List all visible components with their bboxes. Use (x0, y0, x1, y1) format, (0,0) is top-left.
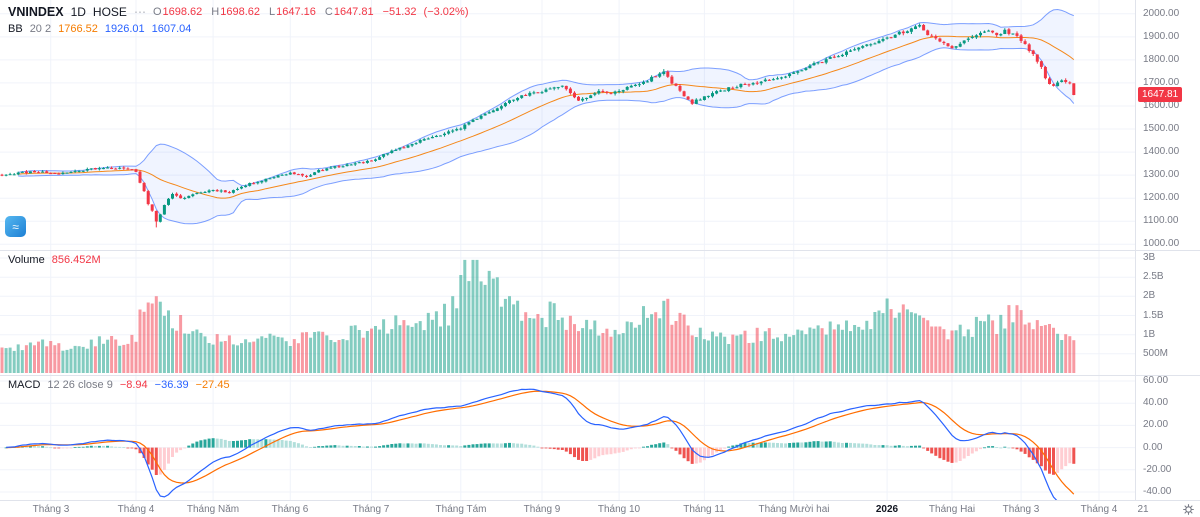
macd-hist-value: −8.94 (119, 379, 148, 391)
axis-tick-label: 500M (1143, 347, 1169, 359)
axis-tick-label: 3B (1143, 252, 1156, 263)
time-axis-label: Tháng 6 (271, 504, 309, 515)
bb-basis-value: 1766.52 (58, 23, 98, 35)
time-axis-label: Tháng 3 (32, 504, 70, 515)
price-chart-canvas[interactable] (0, 0, 1135, 250)
axis-tick-label: 20.00 (1143, 419, 1169, 431)
axis-tick-label: 60.00 (1143, 374, 1169, 386)
price-pane[interactable]: VNINDEX 1D HOSE ⋯ O1698.62 H1698.62 L164… (0, 0, 1135, 250)
change-value: −51.32 (382, 6, 417, 18)
time-axis-label: 21 (1137, 504, 1149, 515)
bb-upper-value: 1926.01 (104, 23, 145, 35)
time-axis-label: Tháng 3 (1002, 504, 1040, 515)
legend-more-icon[interactable]: ⋯ (133, 5, 146, 19)
axis-tick-label: 1800.00 (1143, 53, 1180, 65)
symbol-logo-icon[interactable]: ≈ (5, 216, 26, 237)
pane-separator[interactable] (0, 250, 1200, 251)
close-label: C (324, 6, 333, 18)
volume-value: 856.452M (51, 254, 101, 266)
axis-tick-label: 1500.00 (1143, 123, 1180, 135)
symbol-legend: VNINDEX 1D HOSE ⋯ O1698.62 H1698.62 L164… (8, 5, 469, 19)
time-axis-label: Tháng Tám (435, 504, 487, 515)
time-axis-label: Tháng 11 (683, 504, 725, 515)
high-label: H (211, 6, 220, 18)
bb-params: 20 2 (29, 23, 52, 35)
time-axis-label: Tháng 10 (597, 504, 641, 515)
ohlc-low: L1647.16 (269, 6, 316, 18)
macd-pane[interactable]: MACD 12 26 close 9 −8.94 −36.39 −27.45 (0, 375, 1135, 500)
wave-glyph: ≈ (12, 219, 19, 234)
axis-tick-label: 2B (1143, 290, 1156, 302)
axis-tick-label: 2.5B (1143, 271, 1164, 283)
macd-chart-canvas[interactable] (0, 375, 1135, 500)
time-axis-label: Tháng Năm (186, 504, 240, 515)
volume-chart-canvas[interactable] (0, 250, 1135, 375)
axis-tick-label: 2000.00 (1143, 7, 1180, 19)
axis-tick-label: 1600.00 (1143, 99, 1180, 111)
low-value: 1647.16 (276, 6, 316, 18)
time-axis-label: Tháng 7 (352, 504, 390, 515)
interval-label[interactable]: 1D (70, 5, 86, 19)
close-value: 1647.81 (333, 6, 374, 18)
axis-tick-label: 1700.00 (1143, 76, 1180, 88)
open-value: 1698.62 (162, 6, 203, 18)
low-label: L (268, 6, 276, 18)
exchange-label[interactable]: HOSE (92, 5, 127, 19)
macd-line-value: −36.39 (154, 379, 189, 391)
time-axis-label: Tháng Mười hai (758, 504, 830, 515)
volume-legend: Volume 856.452M (8, 254, 101, 266)
time-axis-label: Tháng 4 (1080, 504, 1118, 515)
volume-title[interactable]: Volume (8, 254, 45, 266)
last-price-tag: 1647.81 (1138, 86, 1183, 102)
axis-tick-label: 1100.00 (1143, 215, 1179, 227)
time-axis-label: 2026 (875, 504, 899, 515)
pane-separator[interactable] (0, 375, 1200, 376)
macd-params: 12 26 close 9 (47, 379, 113, 391)
macd-title[interactable]: MACD (8, 379, 41, 391)
time-axis-label: Tháng Hai (928, 504, 976, 515)
volume-pane[interactable]: Volume 856.452M (0, 250, 1135, 375)
axis-tick-label: 1B (1143, 328, 1156, 340)
time-axis-label: Tháng 9 (523, 504, 561, 515)
axis-tick-label: 1200.00 (1143, 192, 1180, 204)
axis-tick-label: 1.5B (1143, 309, 1164, 321)
axis-tick-label: 40.00 (1143, 397, 1169, 409)
change-percent: (−3.02%) (423, 6, 469, 18)
axis-tick-label: 1000.00 (1143, 238, 1180, 250)
ohlc-high: H1698.62 (211, 6, 260, 18)
axis-tick-label: 1400.00 (1143, 146, 1180, 158)
axis-tick-label: -40.00 (1143, 486, 1172, 497)
settings-gear-icon[interactable] (1182, 503, 1195, 516)
ohlc-close: C1647.81 (325, 6, 374, 18)
bb-legend: BB 20 2 1766.52 1926.01 1607.04 (8, 23, 191, 35)
axis-tick-label: -20.00 (1143, 463, 1172, 475)
macd-legend: MACD 12 26 close 9 −8.94 −36.39 −27.45 (8, 379, 230, 391)
time-axis[interactable]: Tháng 3 Tháng 4 Tháng Năm Tháng 6 Tháng 7 Thá… (0, 500, 1200, 517)
ohlc-open: O1698.62 (153, 6, 202, 18)
open-label: O (152, 6, 162, 18)
axis-tick-label: 1300.00 (1143, 169, 1180, 181)
symbol-title[interactable]: VNINDEX (8, 5, 64, 19)
axis-tick-label: 1900.00 (1143, 30, 1180, 42)
macd-signal-value: −27.45 (195, 379, 230, 391)
axis-tick-label: 0.00 (1143, 441, 1163, 453)
bb-title[interactable]: BB (8, 23, 23, 35)
time-axis-label: Tháng 4 (117, 504, 155, 515)
bb-lower-value: 1607.04 (151, 23, 192, 35)
high-value: 1698.62 (220, 6, 260, 18)
